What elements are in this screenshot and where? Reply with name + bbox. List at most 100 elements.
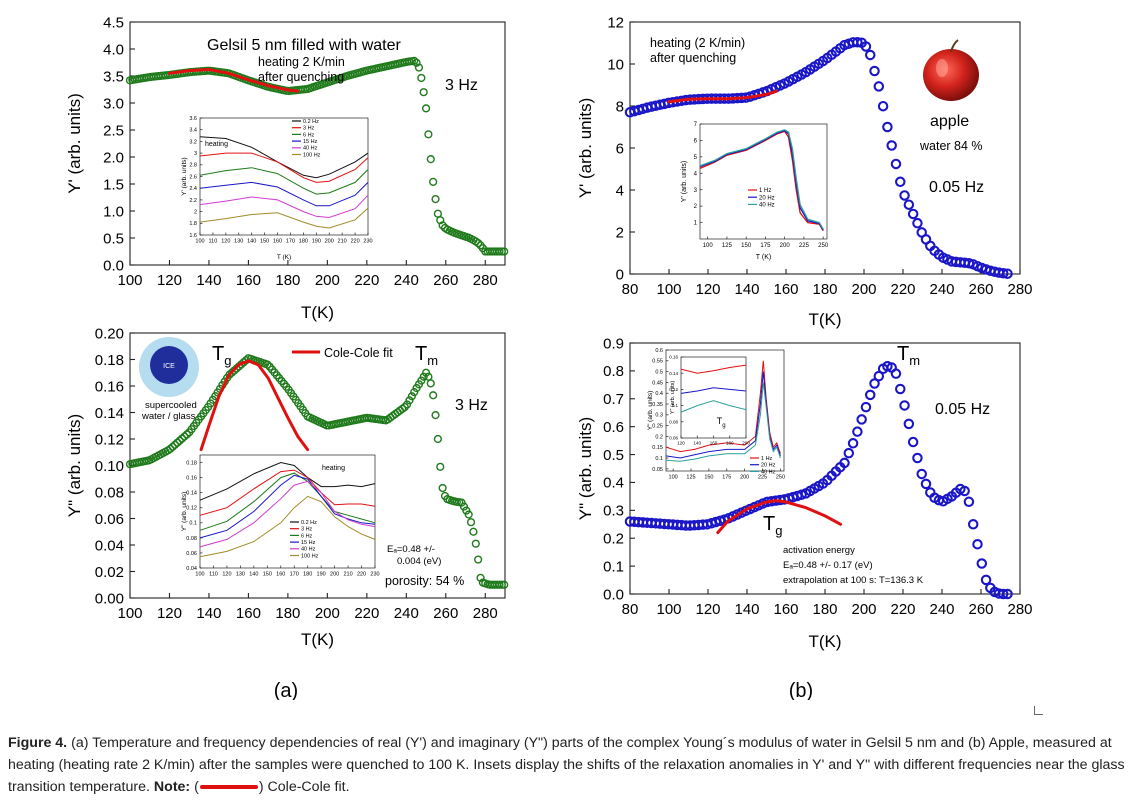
a-bottom-x-tick-label: 200 — [315, 605, 340, 622]
b-bottom-inset-small-x-tick-label: 140 — [693, 441, 701, 446]
a-top-x-tick-label: 200 — [315, 272, 340, 289]
b-bottom-x-axis-label: T(K) — [808, 632, 841, 651]
b-top-data-point — [864, 49, 876, 61]
a-top-data-point — [495, 247, 504, 256]
b-tm-label: Tm — [897, 343, 920, 368]
a-bottom-y-tick-label: 0.00 — [95, 590, 124, 607]
b-bottom-y-tick-label: 0.6 — [603, 419, 624, 436]
b-top-data-point — [899, 190, 910, 201]
b-bottom-data-point — [997, 588, 1009, 600]
a-bottom-data-point — [429, 391, 438, 400]
a-top-inset-y-tick-label: 3.2 — [189, 139, 197, 145]
b-ea: Eₐ=0.48 +/- 0.17 (eV) — [783, 560, 873, 571]
a-bottom-data-point — [469, 527, 478, 536]
a-bottom-x-tick-label: 120 — [157, 605, 182, 622]
b-bottom-data-point — [963, 496, 975, 508]
a-bottom-x-tick-label: 140 — [196, 605, 221, 622]
a-top-y-tick-label: 3.0 — [103, 95, 124, 112]
b-top-x-tick-label: 220 — [890, 281, 915, 298]
b-bottom-inset-y-tick-label: 0.4 — [655, 391, 663, 397]
a-top-inset-y-tick-label: 3.4 — [189, 128, 197, 134]
a-bottom-y-tick-label: 0.14 — [95, 405, 124, 422]
b-bottom-inset-small-tg-sub: g — [722, 423, 725, 429]
a-top-y-tick-label: 0.0 — [103, 257, 124, 274]
b-top-inset-legend-label: 20 Hz — [759, 195, 775, 201]
a-top-inset-x-tick-label: 220 — [350, 239, 359, 245]
panel-b-top-chart: 80 100 120 140 160 180 200 220 240 260 280 0 2 4 6 8 10 1… — [576, 14, 1033, 329]
a-top-x-tick-label: 120 — [157, 272, 182, 289]
b-top-inset-x-axis-label: T (K) — [756, 254, 771, 261]
a-bottom-data-point — [410, 387, 419, 397]
b-bottom-x-tick-label: 140 — [734, 601, 759, 618]
a-bottom-inset-x-tick-label: 160 — [276, 572, 285, 578]
a-bottom-data-point — [497, 580, 506, 589]
b-bottom-data-point — [895, 383, 906, 395]
b-top-inset-y-tick-label: 3 — [694, 188, 698, 194]
b-bottom-inset-y-tick-label: 0.1 — [655, 456, 663, 462]
a-bottom-y-axis-label: Y" (arb. units) — [65, 414, 84, 517]
a-top-y-tick-label: 1.0 — [103, 203, 124, 220]
b-bottom-inset-x-tick-label: 125 — [686, 475, 695, 481]
panel-label-a: (a) — [274, 680, 298, 700]
a-bottom-inset-plot-frame — [199, 454, 376, 569]
b-bottom-data-point — [972, 538, 983, 550]
a-top-y-tick-label: 2.0 — [103, 149, 124, 166]
a-top-inset-y-tick-label: 2.2 — [189, 198, 197, 204]
b-extrapolation: extrapolation at 100 s: T=136.3 K — [783, 575, 924, 586]
a-top-inset-x-tick-label: 150 — [260, 239, 269, 245]
b-top-x-axis-label: T(K) — [808, 310, 841, 329]
b-bottom-inset-y-tick-label: 0.2 — [655, 434, 663, 440]
a-bottom-data-point — [419, 372, 428, 381]
b-bottom-inset-small-y-tick-label: 0.12 — [669, 387, 678, 392]
b-top-data-point — [1002, 268, 1013, 279]
a-bottom-inset-y-tick-label: 0.1 — [189, 521, 197, 527]
apple-stem — [950, 39, 959, 53]
a-bottom-x-tick-label: 180 — [275, 605, 300, 622]
b-bottom-inset-x-tick-label: 100 — [669, 475, 678, 481]
a-bottom-data-point — [170, 440, 180, 449]
b-top-cole-cole-fit-line — [667, 89, 778, 104]
a-top-data-point — [412, 58, 421, 67]
b-top-inset-series-line — [699, 129, 824, 231]
a-top-y-tick-label: 3.5 — [103, 68, 124, 85]
a-bottom-inset-series-line — [199, 495, 376, 558]
figure: 100 120 140 160 180 200 220 240 260 2800.00.51.01… — [65, 14, 1033, 700]
a-bottom-inset-legend-label: 3 Hz — [301, 527, 313, 533]
b-bottom-inset-x-tick-label: 225 — [758, 475, 767, 481]
a-tg-label: Tg — [212, 343, 231, 368]
a-bottom-inset-y-tick-label: 0.06 — [186, 551, 197, 557]
a-top-inset-x-tick-label: 160 — [273, 239, 282, 245]
a-top-y-tick-label: 4.5 — [103, 14, 124, 31]
a-top-plot-frame — [129, 21, 506, 266]
a-top-x-tick-label: 220 — [354, 272, 379, 289]
a-bottom-data-point — [495, 580, 504, 589]
b-bottom-inset-series-line — [665, 382, 781, 462]
a-bottom-x-tick-label: 160 — [236, 605, 261, 622]
b-bottom-data-point — [873, 370, 885, 382]
b-top-data-point — [997, 267, 1009, 279]
b-top-inset-y-tick-label: 4 — [694, 171, 698, 177]
a-bottom-data-point — [466, 518, 476, 527]
b-bottom-data-point — [912, 452, 923, 464]
b-bottom-data-point — [899, 400, 910, 411]
b-bottom-inset-small-series-line — [680, 387, 747, 394]
b-bottom-inset-small-y-axis-label: Y" (arb. units) — [670, 381, 676, 415]
apple-highlight — [936, 59, 948, 77]
b-bottom-y-tick-label: 0.0 — [603, 586, 624, 603]
b-bottom-y-tick-label: 0.8 — [603, 363, 624, 380]
b-bottom-x-tick-label: 260 — [968, 601, 993, 618]
b-bottom-inset-y-tick-label: 0.5 — [655, 370, 663, 376]
b-bottom-inset-small-series-line — [680, 400, 747, 413]
figure-caption: Figure 4. (a) Temperature and frequency … — [8, 732, 1128, 798]
a-top-cole-cole-fit-line — [168, 67, 300, 93]
a-bottom-data-point — [500, 580, 509, 589]
b-bottom-x-tick-label: 120 — [695, 601, 720, 618]
a-top-inset-x-tick-label: 210 — [338, 239, 347, 245]
a-bottom-data-point — [457, 498, 466, 507]
panel-a-top-inset-chart: 100 110 120 130 140 150 160 170 180 190 200 210 220 2… — [181, 116, 373, 261]
a-bottom-data-point — [403, 400, 412, 409]
a-bottom-data-point — [400, 402, 409, 412]
a-top-y-tick-label: 1.5 — [103, 176, 124, 193]
a-bottom-inset-series-line — [199, 469, 376, 516]
a-top-inset-series-line — [199, 207, 369, 229]
